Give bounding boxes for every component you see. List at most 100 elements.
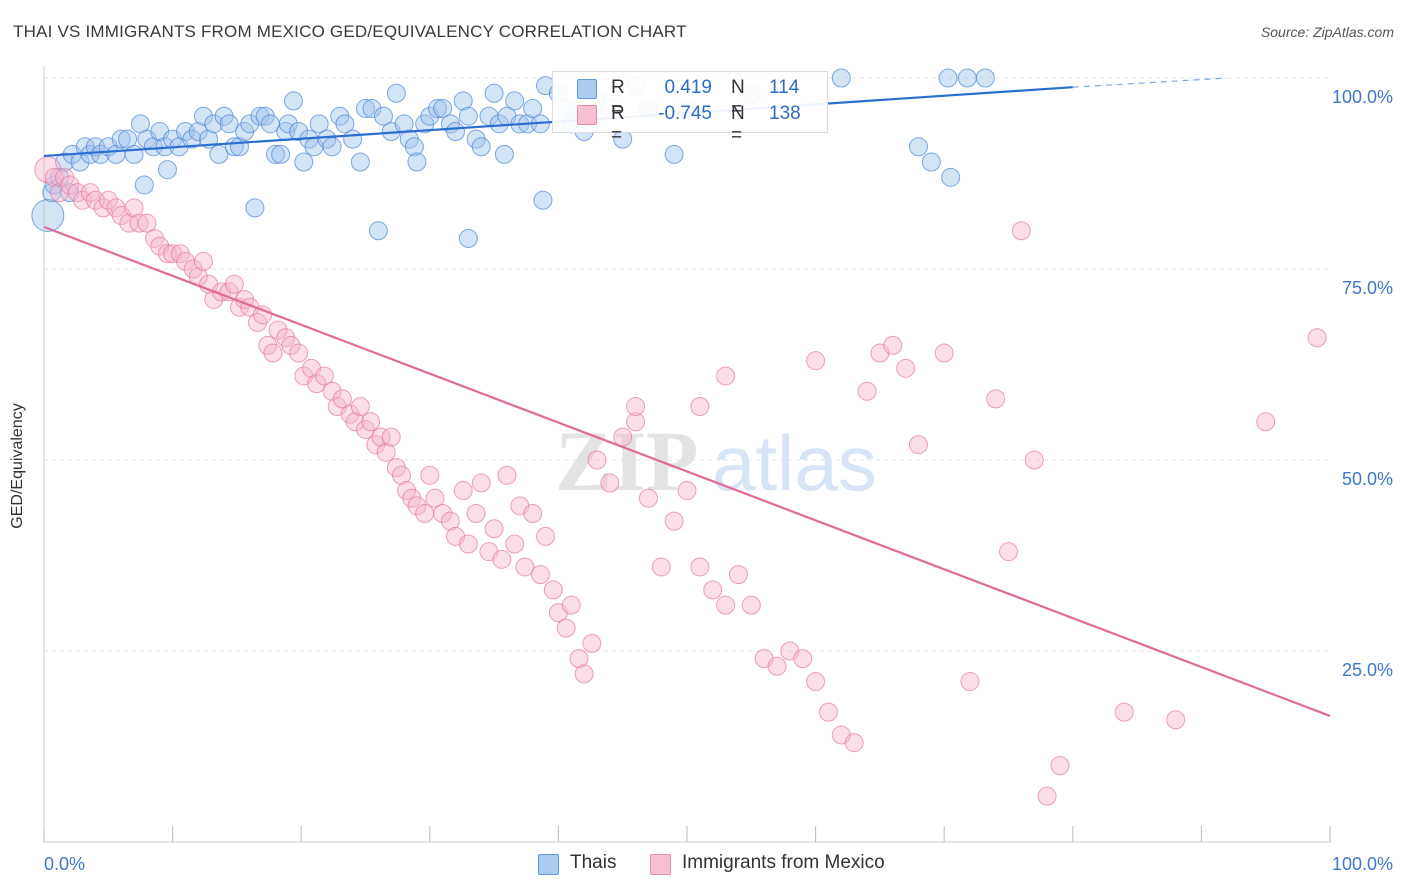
point-mexico [806, 672, 826, 692]
point-mexico [420, 465, 440, 485]
point-mexico [651, 557, 671, 577]
point-thais [240, 114, 260, 134]
point-thais [124, 144, 144, 164]
point-thais [941, 167, 961, 187]
point-mexico [716, 595, 736, 615]
point-thais [374, 106, 394, 126]
point-thais [134, 175, 154, 195]
point-mexico [556, 618, 576, 638]
point-mexico [677, 481, 697, 501]
point-thais [204, 114, 224, 134]
point-mexico [376, 442, 396, 462]
trend-lines [43, 77, 1331, 717]
point-mexico [193, 251, 213, 271]
point-mexico [934, 343, 954, 363]
point-thais [250, 106, 270, 126]
point-mexico [600, 473, 620, 493]
point-thais [294, 152, 314, 172]
x-tick-label: 0.0% [44, 854, 85, 874]
point-mexico [908, 435, 928, 455]
source-label: Source: ZipAtlas.com [1260, 24, 1394, 40]
point-thais [188, 121, 208, 141]
point-thais [433, 99, 453, 119]
point-mexico [433, 503, 453, 523]
point-thais [523, 99, 543, 119]
point-thais [31, 199, 65, 233]
point-mexico [505, 534, 525, 554]
point-mexico [253, 305, 273, 325]
point-mexico [98, 190, 118, 210]
point-mexico [582, 633, 602, 653]
point-thais [111, 129, 131, 149]
trend-line-thais-extension [1072, 77, 1228, 88]
bottom-legend-swatch-thais [538, 854, 559, 875]
point-mexico [60, 175, 80, 195]
point-mexico [425, 488, 445, 508]
point-mexico [728, 565, 748, 585]
point-mexico [137, 213, 157, 233]
point-thais [921, 152, 941, 172]
point-thais [458, 228, 478, 248]
point-mexico [716, 366, 736, 386]
point-thais [975, 68, 995, 88]
point-thais [533, 190, 553, 210]
watermark-zip: ZIP [555, 413, 698, 509]
point-thais [407, 152, 427, 172]
point-mexico [224, 274, 244, 294]
point-mexico [281, 335, 301, 355]
point-mexico [574, 664, 594, 684]
point-mexico [440, 511, 460, 531]
point-mexico [415, 503, 435, 523]
point-mexico [392, 465, 412, 485]
legend-swatch-thais [577, 79, 597, 99]
y-tick-label: 50.0% [1342, 469, 1393, 489]
point-mexico [613, 427, 633, 447]
point-mexico [1037, 786, 1057, 806]
point-mexico [345, 412, 365, 432]
point-thais [428, 99, 448, 119]
point-thais [957, 68, 977, 88]
point-mexico [703, 580, 723, 600]
bottom-legend-label-thais: Thais [570, 852, 617, 873]
point-mexico [466, 503, 486, 523]
point-mexico [844, 733, 864, 753]
points-thais [31, 68, 995, 248]
point-mexico [1050, 756, 1070, 776]
point-thais [368, 221, 388, 241]
point-mexico [793, 649, 813, 669]
point-mexico [1114, 702, 1134, 722]
point-mexico [1307, 328, 1327, 348]
tick-labels: 100.0% 75.0% 50.0% 25.0% 0.0% 100.0% [44, 87, 1393, 874]
legend-r-label: R = [611, 77, 625, 120]
point-mexico [371, 427, 391, 447]
point-thais [831, 68, 851, 88]
trend-line-mexico [43, 225, 1331, 717]
point-mexico [536, 526, 556, 546]
legend-r-value-thais: 0.419 [664, 77, 712, 98]
point-mexico [543, 580, 563, 600]
point-thais [386, 83, 406, 103]
point-mexico [986, 389, 1006, 409]
point-mexico [690, 557, 710, 577]
legend-box: R = 0.419 N = 114 R = -0.745 N = 138 [552, 71, 828, 146]
point-mexico [268, 320, 288, 340]
y-tick-label: 100.0% [1332, 87, 1393, 107]
point-thais [219, 114, 239, 134]
points-mexico [34, 156, 1327, 806]
grid-lines [44, 77, 1330, 652]
point-thais [343, 129, 363, 149]
point-thais [271, 144, 291, 164]
point-mexico [818, 702, 838, 722]
point-mexico [883, 335, 903, 355]
point-mexico [307, 374, 327, 394]
y-tick-label: 25.0% [1342, 660, 1393, 680]
point-thais [322, 137, 342, 157]
point-mexico [263, 343, 283, 363]
point-thais [908, 137, 928, 157]
point-mexico [407, 496, 427, 516]
point-mexico [561, 595, 581, 615]
point-mexico [999, 542, 1018, 562]
point-thais [278, 114, 298, 134]
point-thais [356, 99, 375, 119]
